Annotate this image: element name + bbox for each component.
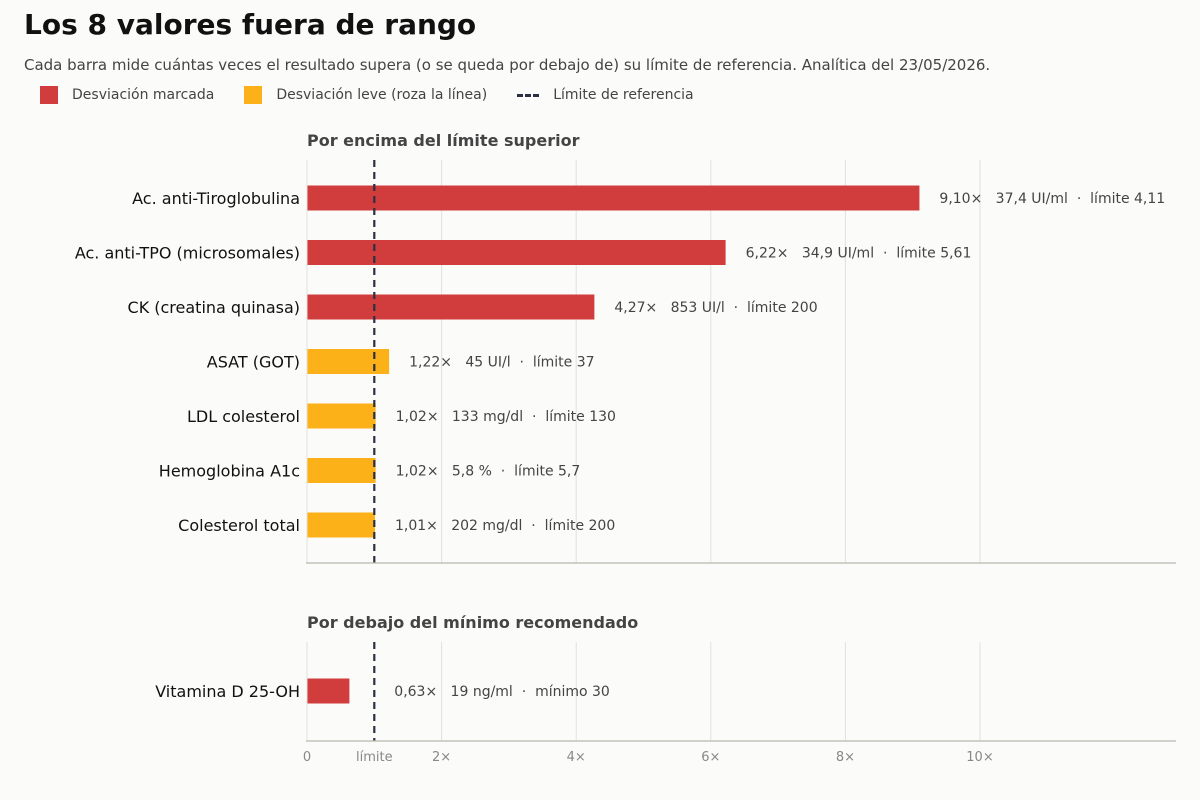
legend-item-mild: Desviación leve (roza la línea) [244, 86, 487, 104]
tick-label: límite [356, 750, 393, 765]
category-label: Hemoglobina A1c [159, 462, 300, 481]
tick-label: 2× [432, 750, 451, 765]
panel-below: Por debajo del mínimo recomendado Vitamin… [155, 613, 1176, 742]
panel-title: Por encima del límite superior [307, 131, 580, 150]
category-label: CK (creatina quinasa) [128, 298, 300, 317]
bar [307, 185, 920, 211]
legend: Desviación marcada Desviación leve (roza… [40, 86, 724, 104]
page-title: Los 8 valores fuera de rango [24, 8, 477, 41]
value-label: 6,22× 34,9 UI/ml · límite 5,61 [746, 246, 972, 262]
tick-label: 0 [303, 750, 311, 765]
bar [307, 458, 376, 483]
legend-item-reference: Límite de referencia [517, 87, 694, 103]
category-label: Colesterol total [178, 516, 300, 535]
bar [307, 294, 595, 320]
value-label: 0,63× 19 ng/ml · mínimo 30 [394, 684, 610, 700]
value-label: 1,22× 45 UI/l · límite 37 [409, 355, 594, 371]
bar [307, 349, 390, 374]
value-label: 1,01× 202 mg/dl · límite 200 [395, 518, 615, 534]
bar [307, 512, 375, 538]
value-label: 1,02× 133 mg/dl · límite 130 [396, 409, 616, 425]
panel-title: Por debajo del mínimo recomendado [307, 613, 638, 632]
bar [307, 403, 376, 429]
tick-label: 6× [701, 750, 720, 765]
bar [307, 240, 726, 265]
bar [307, 678, 350, 704]
legend-item-marked: Desviación marcada [40, 86, 214, 104]
page-subtitle: Cada barra mide cuántas veces el resulta… [24, 56, 991, 74]
category-label: ASAT (GOT) [207, 353, 300, 372]
tick-label: 4× [567, 750, 586, 765]
legend-label-marked: Desviación marcada [72, 87, 215, 103]
legend-swatch-mild [244, 86, 263, 104]
category-label: Ac. anti-TPO (microsomales) [75, 244, 300, 263]
tick-label: 10× [966, 750, 993, 765]
value-label: 9,10× 37,4 UI/ml · límite 4,11 [939, 191, 1165, 207]
value-label: 4,27× 853 UI/l · límite 200 [614, 300, 817, 316]
legend-dash-reference [517, 93, 540, 97]
x-axis-ticks: 0 límite 2× 4× 6× 8× 10× [303, 750, 994, 765]
legend-label-reference: Límite de referencia [553, 87, 694, 103]
value-label: 1,02× 5,8 % · límite 5,7 [396, 464, 581, 480]
legend-swatch-marked [40, 86, 58, 104]
panel-above: Por encima del límite superior Ac. anti-T… [75, 131, 1176, 564]
tick-label: 8× [836, 750, 855, 765]
category-label: LDL colesterol [187, 407, 300, 426]
category-label: Vitamina D 25-OH [155, 682, 300, 701]
category-label: Ac. anti-Tiroglobulina [132, 189, 300, 208]
legend-label-mild: Desviación leve (roza la línea) [276, 87, 488, 103]
